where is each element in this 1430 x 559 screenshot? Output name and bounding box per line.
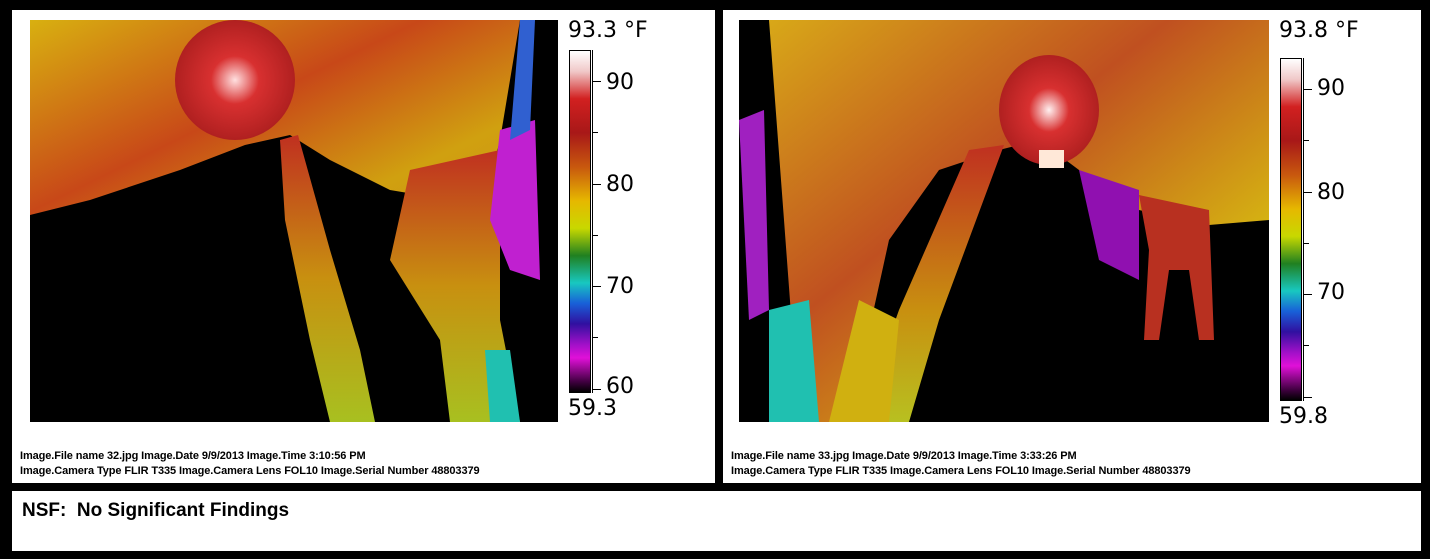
thermal-panel-right: 93.8 °F 90 80 70 59.8 Image.File name 33… <box>723 10 1421 483</box>
tick-label-80: 80 <box>1317 180 1345 205</box>
colorbar-ticks <box>1303 58 1314 401</box>
thermal-image-graphic <box>30 20 540 422</box>
image-meta-line-2: Image.Camera Type FLIR T335 Image.Camera… <box>20 465 480 477</box>
temperature-colorbar <box>569 50 591 393</box>
temperature-colorbar <box>1280 58 1302 401</box>
thermal-image-graphic <box>739 20 1269 422</box>
scale-max-label: 93.3 °F <box>568 18 648 43</box>
findings-box: NSF: No Significant Findings <box>12 491 1421 551</box>
image-meta-line-2: Image.Camera Type FLIR T335 Image.Camera… <box>731 465 1191 477</box>
thermal-image-right <box>739 20 1269 422</box>
scale-min-label: 59.8 <box>1279 404 1328 429</box>
tick-label-90: 90 <box>606 70 634 95</box>
scale-min-label: 59.3 <box>568 396 617 421</box>
image-meta-line-1: Image.File name 32.jpg Image.Date 9/9/20… <box>20 450 366 462</box>
thermal-panel-left: 93.3 °F 90 80 70 60 59.3 Image.File name… <box>12 10 715 483</box>
image-meta-line-1: Image.File name 33.jpg Image.Date 9/9/20… <box>731 450 1077 462</box>
scale-max-label: 93.8 °F <box>1279 18 1359 43</box>
tick-label-70: 70 <box>1317 280 1345 305</box>
findings-text: NSF: No Significant Findings <box>22 500 290 521</box>
tick-label-90: 90 <box>1317 76 1345 101</box>
thermal-image-left <box>30 20 558 422</box>
tick-label-70: 70 <box>606 274 634 299</box>
colorbar-ticks <box>592 50 603 393</box>
tick-label-80: 80 <box>606 172 634 197</box>
tick-label-60: 60 <box>606 374 634 399</box>
